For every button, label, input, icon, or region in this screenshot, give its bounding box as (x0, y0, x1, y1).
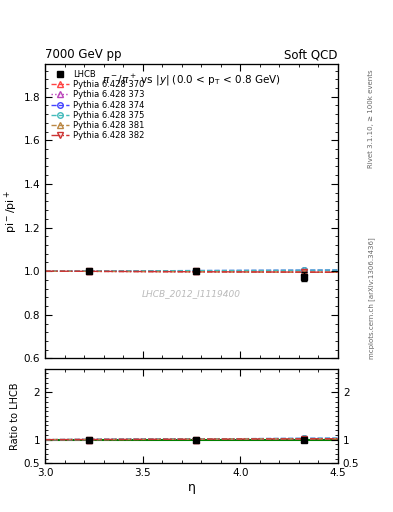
Y-axis label: Ratio to LHCB: Ratio to LHCB (10, 382, 20, 450)
Text: LHCB_2012_I1119400: LHCB_2012_I1119400 (142, 289, 241, 298)
Text: Soft QCD: Soft QCD (285, 49, 338, 61)
Text: 7000 GeV pp: 7000 GeV pp (45, 49, 122, 61)
Y-axis label: pi$^-$/pi$^+$: pi$^-$/pi$^+$ (2, 189, 20, 233)
Text: mcplots.cern.ch [arXiv:1306.3436]: mcplots.cern.ch [arXiv:1306.3436] (368, 237, 375, 358)
Legend: LHCB, Pythia 6.428 370, Pythia 6.428 373, Pythia 6.428 374, Pythia 6.428 375, Py: LHCB, Pythia 6.428 370, Pythia 6.428 373… (50, 68, 146, 142)
X-axis label: η: η (187, 481, 196, 494)
Text: $\pi^-$/$\pi^+$ vs $|y|$ (0.0 < p$_\mathrm{T}$ < 0.8 GeV): $\pi^-$/$\pi^+$ vs $|y|$ (0.0 < p$_\math… (102, 73, 281, 88)
Text: Rivet 3.1.10, ≥ 100k events: Rivet 3.1.10, ≥ 100k events (368, 69, 375, 168)
